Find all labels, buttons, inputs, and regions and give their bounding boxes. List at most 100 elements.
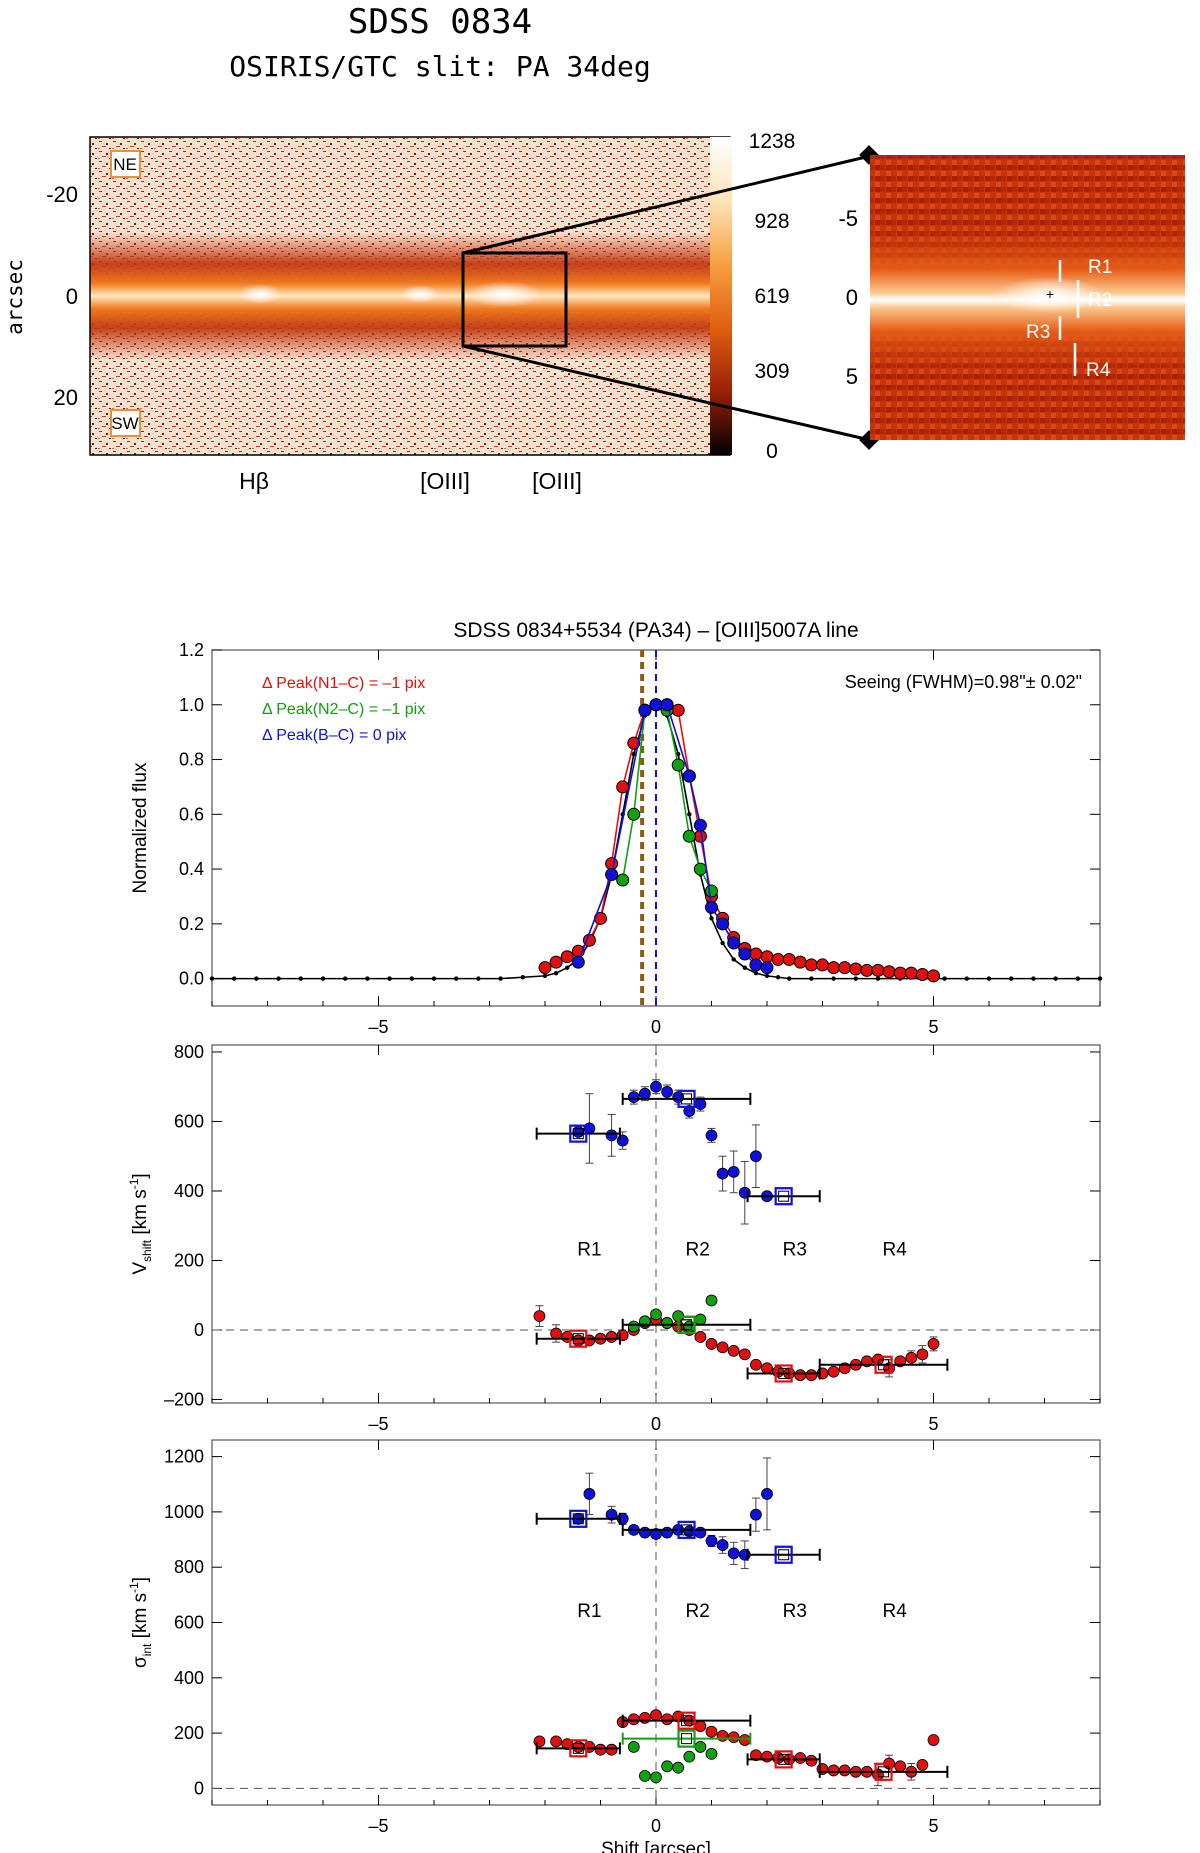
data-point [661,1526,673,1539]
annotation-n2: Δ Peak(N2–C) = –1 pix [262,701,425,718]
data-point [727,1547,740,1560]
region-box [774,1545,793,1564]
profile-point [616,780,630,794]
data-point [716,1729,729,1742]
profile-point [787,976,792,981]
data-point [661,1760,673,1773]
data-point [761,1750,773,1763]
profile-point [705,884,718,898]
data-point [639,1711,651,1724]
data-point [705,1294,718,1307]
ne-label-box [110,150,141,178]
profile-point [849,962,863,976]
region-box-inner [778,1753,790,1765]
profile-point [631,751,636,757]
oiii-5007-emission [467,281,543,307]
profile-point [986,976,992,981]
profile-point [760,961,774,975]
region-box [569,1509,588,1528]
data-point [716,1167,729,1180]
hbeta-emission [238,284,282,304]
colorbar-tick: 0 [766,440,778,463]
data-point [694,1720,707,1733]
colorbar-gradient [710,137,732,455]
data-point [738,1734,751,1746]
data-point [627,1741,640,1753]
data-point [572,1125,585,1138]
profile-point [860,963,874,977]
data-point [705,1129,718,1142]
data-point [661,1086,673,1098]
colorbar: 1238 928 619 309 0 [710,130,795,463]
data-point [583,1488,596,1500]
data-point [650,1709,662,1722]
region-box [569,1124,588,1143]
profile-point [649,698,663,712]
region-box [677,1729,696,1748]
ne-label: NE [113,155,137,174]
data-point [827,1365,840,1378]
profile-point [753,970,759,976]
data-point [927,1734,940,1746]
data-point [605,1743,618,1756]
data-point [905,1351,918,1364]
y-tick-label: 0 [194,1320,204,1340]
region-box [774,1750,793,1769]
profile-point [209,976,215,981]
data-point [605,1508,618,1521]
profile-point [409,976,414,981]
zoom-region-label: R2 [1088,290,1112,311]
data-point [533,1310,546,1323]
region-label: R3 [783,1239,807,1260]
data-point [550,1327,562,1340]
profile-point [276,976,281,981]
annotation-seeing: Seeing (FWHM)=0.98"± 0.02" [845,672,1082,692]
x-tick-label: –5 [368,1414,388,1434]
data-point [572,1334,585,1347]
data-point [927,1338,940,1350]
profile-point [738,947,752,961]
profile-point [1031,976,1036,981]
profile-point [1097,976,1103,981]
profile-point [693,818,707,832]
data-point [894,1760,907,1773]
sw-label-box [110,409,141,437]
profile-point [760,950,774,964]
profile-point [749,958,763,972]
figure-title: SDSS 0834 [347,2,533,42]
region-box-inner [572,1333,584,1345]
profile-point [875,976,881,981]
data-point [594,1743,607,1756]
profile-point [693,862,707,876]
sw-label: SW [111,414,138,433]
data-point [683,1750,696,1763]
profile-point [542,973,548,979]
oiii-4959-emission [400,285,440,303]
region-label: R4 [883,1601,908,1622]
profile-point [616,873,630,887]
data-point [533,1735,546,1748]
profile-point [638,703,652,717]
zoom-region-label: R4 [1086,360,1111,381]
data-point [683,1105,696,1117]
data-point [827,1764,840,1777]
profile-point [232,976,237,981]
panel-ylabel: σint [km s-1] [127,1577,154,1668]
dispersion-panel: –5 0 5 0 200 400 600 800 1000 1200 σint [km s-1] Sh… [127,1439,1101,1853]
y-tick-label: 1200 [164,1447,204,1467]
profile-point [882,965,896,979]
data-point [816,1763,829,1775]
colorbar-tick: 928 [754,210,789,233]
profile-point [605,857,619,871]
y-tick-label: 0.4 [179,859,204,879]
zoom-region-label: R3 [1026,322,1050,343]
data-point [772,1365,784,1378]
data-point [805,1754,818,1767]
region-box [677,1520,696,1539]
data-point [738,1348,751,1361]
profile-point [671,703,685,717]
data-point [761,1362,773,1375]
zoom-connector-bottom [462,344,871,442]
data-point [727,1344,740,1357]
profile-point [1053,976,1058,981]
